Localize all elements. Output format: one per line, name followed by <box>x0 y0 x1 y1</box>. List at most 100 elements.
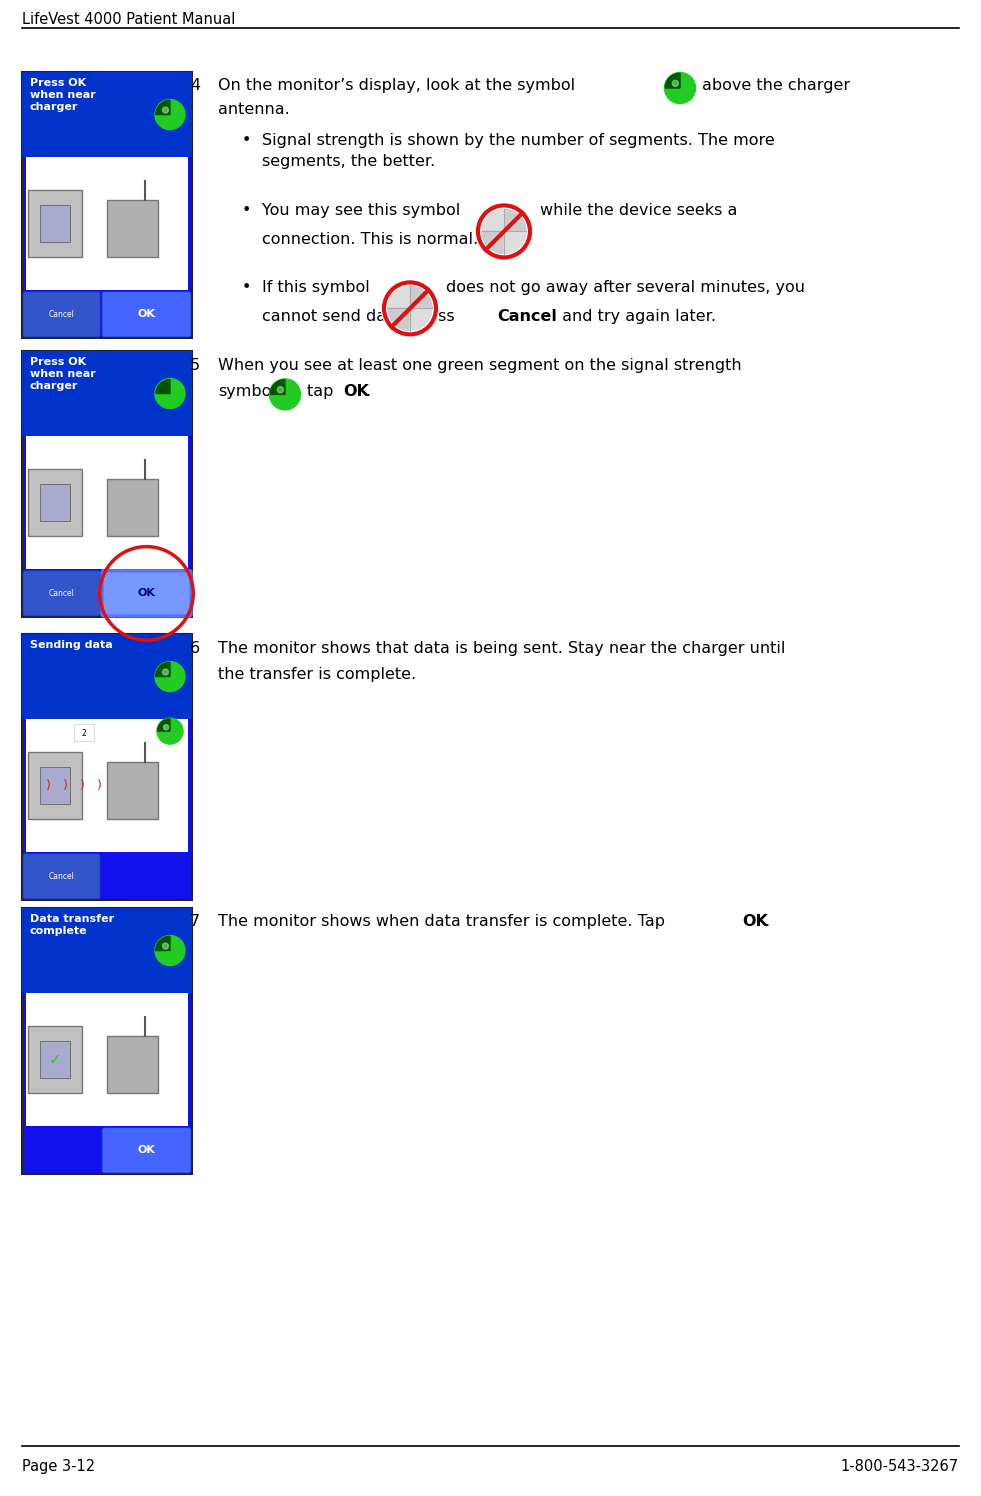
FancyBboxPatch shape <box>102 571 191 616</box>
Bar <box>22 634 192 720</box>
FancyBboxPatch shape <box>102 1128 191 1173</box>
Bar <box>107 763 158 818</box>
Text: Press OK
when near
charger: Press OK when near charger <box>30 78 96 112</box>
Wedge shape <box>156 100 170 115</box>
Text: cannot send data. Press: cannot send data. Press <box>262 310 460 325</box>
Bar <box>26 993 188 1126</box>
Text: Page 3-12: Page 3-12 <box>22 1459 95 1474</box>
Text: •: • <box>242 203 251 218</box>
Wedge shape <box>156 380 170 393</box>
Text: OK: OK <box>137 588 155 598</box>
Text: 1-800-543-3267: 1-800-543-3267 <box>841 1459 959 1474</box>
Bar <box>22 908 192 993</box>
Bar <box>22 908 192 1174</box>
Text: 5: 5 <box>190 358 200 373</box>
FancyBboxPatch shape <box>23 292 100 337</box>
Bar <box>22 634 192 901</box>
Bar <box>107 200 158 257</box>
Circle shape <box>163 108 169 114</box>
Wedge shape <box>410 286 432 308</box>
Text: 6: 6 <box>190 640 200 657</box>
Wedge shape <box>387 286 410 308</box>
Text: Sending data: Sending data <box>30 640 113 649</box>
Bar <box>28 752 82 818</box>
Circle shape <box>672 81 679 87</box>
Text: OK: OK <box>343 384 369 399</box>
Text: •: • <box>242 133 251 148</box>
Text: LifeVest 4000 Patient Manual: LifeVest 4000 Patient Manual <box>22 12 235 27</box>
Circle shape <box>155 935 185 965</box>
Text: ): ) <box>46 779 51 791</box>
Wedge shape <box>156 936 170 950</box>
Text: OK: OK <box>137 310 155 319</box>
Wedge shape <box>158 718 170 732</box>
Text: ): ) <box>63 779 68 791</box>
Text: symbol: symbol <box>218 384 276 399</box>
Circle shape <box>382 280 439 337</box>
Bar <box>28 190 82 257</box>
Wedge shape <box>410 308 432 331</box>
Wedge shape <box>271 380 285 395</box>
FancyBboxPatch shape <box>23 854 100 899</box>
Text: The monitor shows when data transfer is complete. Tap: The monitor shows when data transfer is … <box>218 914 670 929</box>
Bar <box>107 1037 158 1094</box>
Text: does not go away after several minutes, you: does not go away after several minutes, … <box>446 280 805 295</box>
Circle shape <box>664 72 696 103</box>
Text: •: • <box>242 280 251 295</box>
FancyBboxPatch shape <box>102 292 191 337</box>
Wedge shape <box>665 73 680 88</box>
Circle shape <box>163 669 169 675</box>
Text: .: . <box>365 384 370 399</box>
Text: above the charger: above the charger <box>702 78 851 93</box>
Text: Press OK
when near
charger: Press OK when near charger <box>30 358 96 390</box>
Text: 7: 7 <box>190 914 200 929</box>
Bar <box>74 724 94 741</box>
Bar <box>26 720 188 853</box>
Wedge shape <box>156 663 170 676</box>
Bar <box>22 72 192 157</box>
Wedge shape <box>504 209 526 232</box>
Circle shape <box>155 661 185 691</box>
Bar <box>40 205 71 242</box>
Text: ): ) <box>97 779 102 791</box>
Bar <box>22 352 192 437</box>
Bar <box>28 1026 82 1094</box>
Bar <box>26 157 188 290</box>
Text: 4: 4 <box>190 78 200 93</box>
Wedge shape <box>482 232 504 253</box>
Text: Cancel: Cancel <box>497 310 557 325</box>
Text: 2: 2 <box>81 729 86 738</box>
Wedge shape <box>504 232 526 253</box>
Text: Cancel: Cancel <box>49 872 75 881</box>
Text: OK: OK <box>742 914 768 929</box>
Text: connection. This is normal.: connection. This is normal. <box>262 232 478 247</box>
Circle shape <box>164 724 169 730</box>
Circle shape <box>155 100 185 130</box>
Bar <box>28 470 82 536</box>
Text: ): ) <box>80 779 85 791</box>
Text: Signal strength is shown by the number of segments. The more
segments, the bette: Signal strength is shown by the number o… <box>262 133 775 169</box>
Circle shape <box>155 378 185 408</box>
Circle shape <box>278 386 284 393</box>
Bar <box>40 1041 71 1079</box>
Bar <box>107 479 158 536</box>
Circle shape <box>270 378 300 410</box>
Bar <box>40 767 71 803</box>
Bar <box>40 485 71 521</box>
Text: When you see at least one green segment on the signal strength: When you see at least one green segment … <box>218 358 742 373</box>
Text: Cancel: Cancel <box>49 310 75 319</box>
Text: OK: OK <box>137 1146 155 1155</box>
Circle shape <box>476 203 533 260</box>
Text: On the monitor’s display, look at the symbol: On the monitor’s display, look at the sy… <box>218 78 575 93</box>
Text: 25%: 25% <box>32 726 49 735</box>
Bar <box>22 72 192 338</box>
Text: .: . <box>764 914 769 929</box>
FancyBboxPatch shape <box>23 571 100 616</box>
Bar <box>26 437 188 568</box>
Text: ✓: ✓ <box>49 1052 62 1067</box>
Wedge shape <box>482 209 504 232</box>
Text: antenna.: antenna. <box>218 102 289 117</box>
Text: while the device seeks a: while the device seeks a <box>540 203 738 218</box>
Circle shape <box>163 942 169 948</box>
Bar <box>22 352 192 616</box>
